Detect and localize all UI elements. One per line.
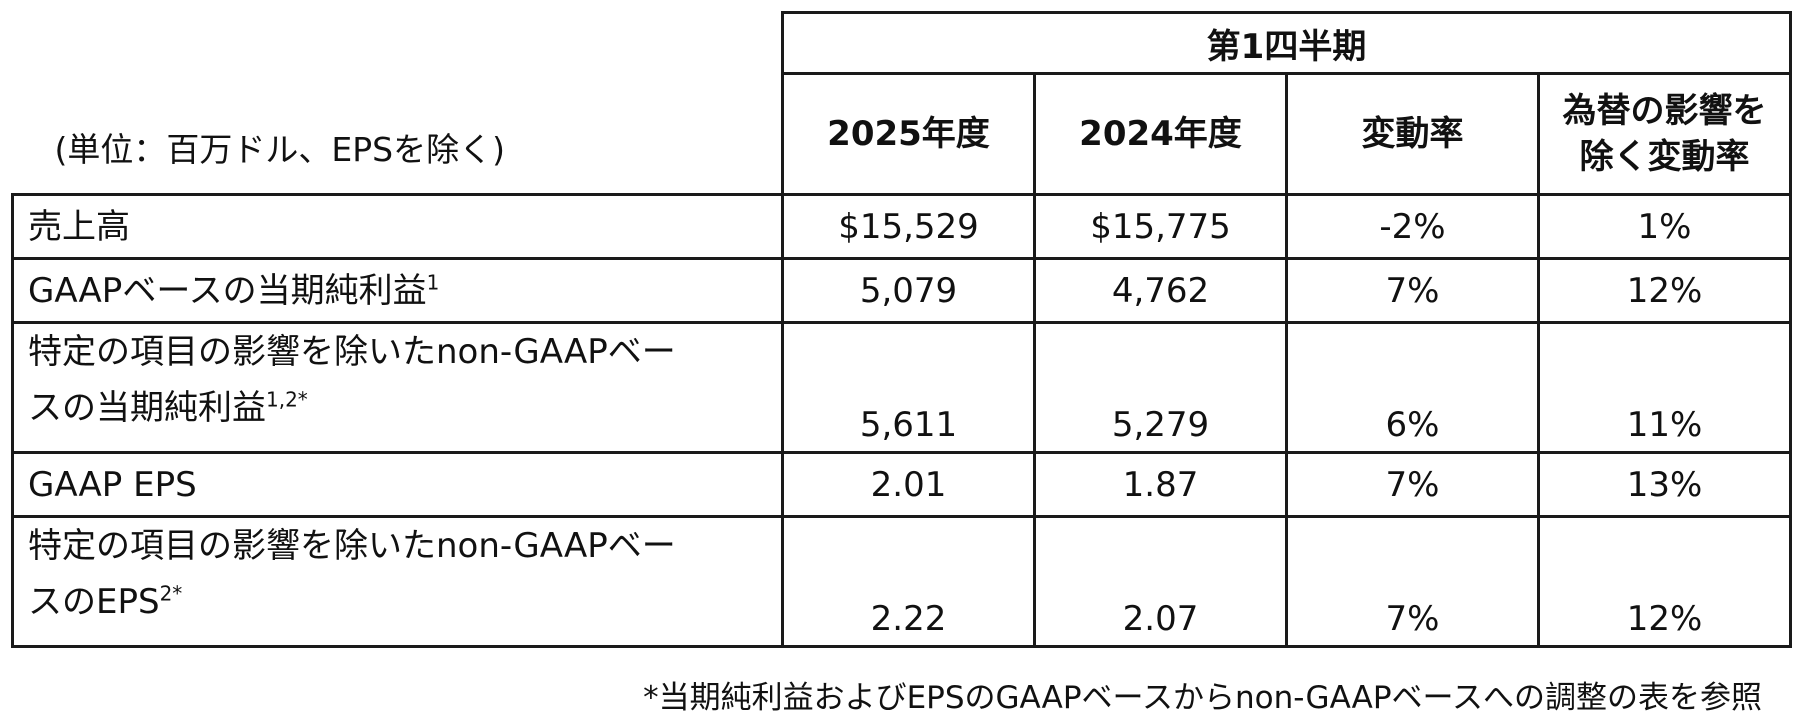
row-label: GAAPベースの当期純利益1: [11, 257, 784, 324]
col-header-change: 変動率: [1285, 72, 1540, 196]
cell-change-ex-fx: 1%: [1537, 193, 1792, 260]
table-row-non-gaap-net-income: 特定の項目の影響を除いたnon-GAAPベー スの当期純利益1,2* 5,611 …: [11, 321, 1792, 454]
table-row-revenue: 売上高 $15,529 $15,775 -2% 1%: [11, 193, 1792, 260]
row-label: GAAP EPS: [11, 451, 784, 518]
cell-fy2025: 2.22: [781, 515, 1036, 648]
row-label: 特定の項目の影響を除いたnon-GAAPベー スの当期純利益1,2*: [11, 321, 784, 454]
footnote: *当期純利益およびEPSのGAAPベースからnon-GAAPベースへの調整の表を…: [643, 680, 1762, 716]
col-header-change-ex-fx: 為替の影響を 除く変動率: [1537, 72, 1792, 196]
cell-fy2024: 4,762: [1033, 257, 1288, 324]
cell-change-ex-fx: 12%: [1537, 257, 1792, 324]
table-row-gaap-net-income: GAAPベースの当期純利益1 5,079 4,762 7% 12%: [11, 257, 1792, 324]
period-header-row: (単位：百万ドル、EPSを除く) 第1四半期: [13, 11, 1792, 169]
col-header-fy2024: 2024年度: [1033, 72, 1288, 196]
cell-change: 6%: [1285, 321, 1540, 454]
unit-note: (単位：百万ドル、EPSを除く): [54, 130, 505, 169]
cell-change: -2%: [1285, 193, 1540, 260]
cell-change: 7%: [1285, 515, 1540, 648]
table-row-gaap-eps: GAAP EPS 2.01 1.87 7% 13%: [11, 451, 1792, 518]
cell-fy2024: 2.07: [1033, 515, 1288, 648]
column-header-row: 2025年度 2024年度 変動率 為替の影響を 除く変動率: [13, 72, 1792, 196]
cell-fy2025: $15,529: [781, 193, 1036, 260]
table-row-non-gaap-eps: 特定の項目の影響を除いたnon-GAAPベー スのEPS2* 2.22 2.07 …: [11, 515, 1792, 648]
cell-change-ex-fx: 13%: [1537, 451, 1792, 518]
cell-change-ex-fx: 11%: [1537, 321, 1792, 454]
cell-fy2024: 5,279: [1033, 321, 1288, 454]
footnote-ref: 1,2*: [266, 387, 308, 412]
cell-fy2025: 5,079: [781, 257, 1036, 324]
footnote-ref: 2*: [159, 581, 183, 606]
col-header-fy2025: 2025年度: [781, 72, 1036, 196]
cell-fy2025: 5,611: [781, 321, 1036, 454]
cell-fy2024: 1.87: [1033, 451, 1288, 518]
cell-change: 7%: [1285, 451, 1540, 518]
financial-summary-table: (単位：百万ドル、EPSを除く) 第1四半期 2025年度 2024年度 変動率…: [11, 11, 1792, 648]
row-label: 売上高: [11, 193, 784, 260]
row-label: 特定の項目の影響を除いたnon-GAAPベー スのEPS2*: [11, 515, 784, 648]
cell-change-ex-fx: 12%: [1537, 515, 1792, 648]
cell-fy2024: $15,775: [1033, 193, 1288, 260]
cell-change: 7%: [1285, 257, 1540, 324]
cell-fy2025: 2.01: [781, 451, 1036, 518]
period-header: 第1四半期: [781, 11, 1792, 75]
footnote-ref: 1: [426, 270, 440, 295]
